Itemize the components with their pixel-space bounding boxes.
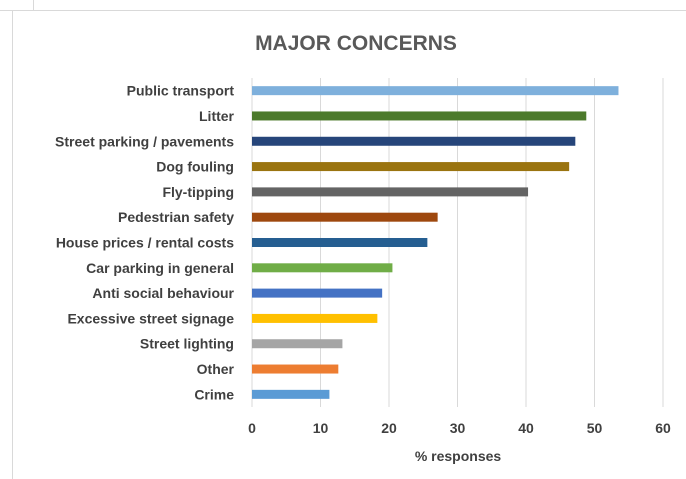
x-tick-label: 20 (381, 420, 397, 436)
bar-crime (252, 389, 330, 399)
category-labels: Public transport Litter Street parking / p… (55, 83, 235, 403)
bar-house-prices-rental-costs (252, 238, 428, 247)
bar-excessive-street-signage (252, 313, 378, 323)
category-label: Crime (194, 386, 234, 402)
chart-title: MAJOR CONCERNS (255, 32, 457, 55)
bar-other (252, 364, 339, 374)
x-tick-label: 50 (587, 420, 603, 436)
category-label: Dog fouling (156, 159, 234, 175)
x-tick-label: 10 (313, 420, 329, 436)
bar-car-parking-in-general (252, 263, 393, 273)
bars (252, 86, 619, 399)
bar-pedestrian-safety (252, 212, 438, 222)
category-label: Street lighting (140, 336, 234, 352)
bar-litter (252, 111, 587, 121)
category-label: Public transport (127, 83, 235, 99)
bar-public-transport (252, 86, 619, 96)
category-label: Street parking / pavements (55, 133, 234, 149)
bar-dog-fouling (252, 162, 570, 172)
category-label: Anti social behaviour (92, 285, 234, 301)
chart-area-frame (12, 10, 686, 479)
x-tick-label: 60 (655, 420, 671, 436)
x-tick-label: 30 (450, 420, 466, 436)
x-tick-labels: 0 10 20 30 40 50 60 (248, 420, 671, 436)
category-label: Other (197, 361, 235, 377)
category-label: Car parking in general (86, 260, 234, 276)
cell-corner (0, 0, 34, 11)
bar-street-lighting (252, 339, 343, 349)
x-tick-label: 0 (248, 420, 256, 436)
category-label: Excessive street signage (67, 310, 234, 326)
category-label: Pedestrian safety (118, 209, 234, 225)
bar-street-parking-pavements (252, 136, 576, 146)
x-tick-label: 40 (518, 420, 534, 436)
gridlines (251, 78, 664, 407)
bar-anti-social-behaviour (252, 288, 383, 298)
category-label: House prices / rental costs (56, 235, 234, 251)
category-label: Fly-tipping (162, 184, 234, 200)
x-axis-title: % responses (415, 448, 502, 464)
category-label: Litter (199, 108, 235, 124)
bar-fly-tipping (252, 187, 529, 197)
